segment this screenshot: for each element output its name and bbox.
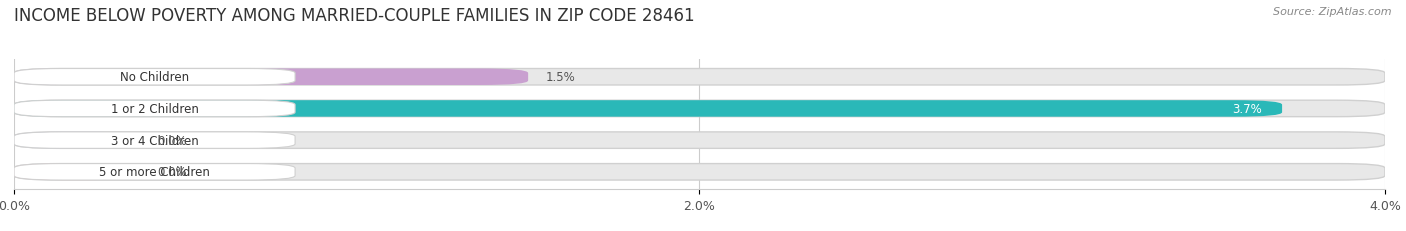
FancyBboxPatch shape — [14, 69, 1385, 86]
FancyBboxPatch shape — [14, 69, 529, 86]
Text: 3 or 4 Children: 3 or 4 Children — [111, 134, 198, 147]
Text: 1.5%: 1.5% — [546, 71, 575, 84]
Text: 0.0%: 0.0% — [157, 134, 187, 147]
Text: INCOME BELOW POVERTY AMONG MARRIED-COUPLE FAMILIES IN ZIP CODE 28461: INCOME BELOW POVERTY AMONG MARRIED-COUPL… — [14, 7, 695, 25]
Text: 1 or 2 Children: 1 or 2 Children — [111, 103, 198, 116]
FancyBboxPatch shape — [14, 132, 1385, 149]
FancyBboxPatch shape — [14, 69, 295, 86]
Text: Source: ZipAtlas.com: Source: ZipAtlas.com — [1274, 7, 1392, 17]
FancyBboxPatch shape — [14, 164, 141, 180]
FancyBboxPatch shape — [14, 164, 1385, 180]
FancyBboxPatch shape — [14, 132, 141, 149]
Text: No Children: No Children — [120, 71, 190, 84]
FancyBboxPatch shape — [14, 101, 295, 117]
FancyBboxPatch shape — [14, 164, 295, 180]
Text: 5 or more Children: 5 or more Children — [100, 166, 209, 179]
Text: 3.7%: 3.7% — [1232, 103, 1261, 116]
FancyBboxPatch shape — [14, 132, 295, 149]
Text: 0.0%: 0.0% — [157, 166, 187, 179]
FancyBboxPatch shape — [14, 101, 1385, 117]
FancyBboxPatch shape — [14, 101, 1282, 117]
